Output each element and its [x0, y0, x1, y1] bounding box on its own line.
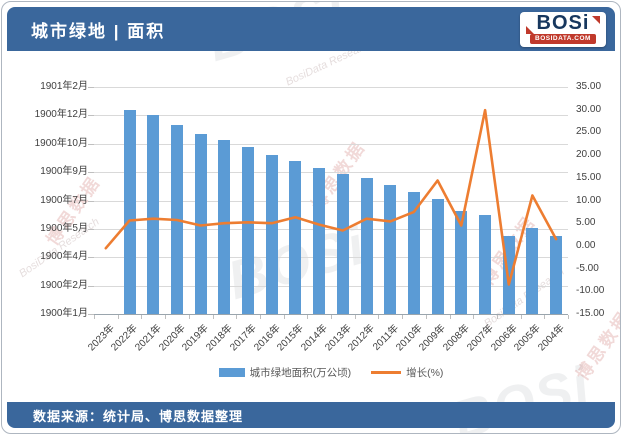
legend-line-swatch: [371, 371, 402, 374]
bar: [360, 177, 373, 314]
header-bar: 城市绿地 | 面积 BOSi BOSIDATA.COM: [7, 7, 615, 51]
footer-bar: 数据来源：统计局、博思数据整理: [7, 402, 615, 428]
y2-axis-label: 20.00: [576, 149, 602, 161]
bar: [265, 154, 278, 314]
y2-axis-label: 30.00: [576, 103, 602, 115]
axis-tick: [212, 315, 214, 319]
y2-axis-label: 0.00: [576, 239, 596, 251]
gridline: [94, 172, 568, 174]
gridline: [94, 200, 568, 202]
y-axis-label: 1900年12月: [34, 109, 88, 121]
axis-tick: [236, 315, 238, 319]
axis-tick: [188, 315, 190, 319]
axis-tick: [88, 200, 94, 202]
axis-tick: [331, 315, 332, 319]
bar: [289, 161, 302, 314]
legend-item: 城市绿地面积(万公顷): [218, 365, 352, 380]
legend-bar-swatch: [218, 368, 245, 377]
axis-tick: [473, 315, 475, 319]
axis-tick: [520, 315, 522, 319]
page-title: 城市绿地 | 面积: [31, 21, 166, 41]
y-axis-label: 1900年9月: [40, 166, 88, 178]
y-axis-label: 1900年7月: [40, 194, 88, 206]
gridline: [94, 257, 568, 259]
y2-axis-label: 10.00: [576, 194, 602, 206]
bar: [526, 228, 539, 314]
axis-tick: [449, 315, 451, 319]
bosi-logo: BOSi BOSIDATA.COM: [520, 12, 606, 47]
y-axis-label: 1900年1月: [40, 308, 88, 319]
bar: [242, 147, 255, 314]
bar: [384, 185, 397, 314]
axis-tick: [88, 257, 94, 259]
logo-accent-icon: [526, 26, 534, 34]
y2-axis-label: -15.00: [576, 308, 605, 319]
legend-label: 城市绿地面积(万公顷): [249, 367, 352, 379]
legend-item: 增长(%): [371, 365, 443, 380]
logo-wordmark: BOSi: [536, 12, 590, 34]
logo-domain: BOSIDATA.COM: [530, 34, 596, 44]
y-axis-label: 1900年4月: [40, 251, 88, 263]
axis-tick: [88, 172, 94, 174]
bar: [147, 115, 160, 314]
gridline: [94, 115, 568, 117]
axis-tick: [283, 315, 285, 319]
y-axis-label: 1900年10月: [34, 137, 88, 149]
gridline: [94, 228, 568, 230]
gridline: [94, 87, 568, 88]
axis-tick: [117, 315, 119, 319]
axis-tick: [568, 315, 569, 319]
bar: [431, 199, 444, 314]
axis-tick: [88, 314, 94, 315]
axis-tick: [307, 315, 309, 319]
axis-tick: [354, 315, 356, 319]
axis-tick: [544, 315, 546, 319]
bar: [550, 235, 563, 314]
axis-tick: [88, 115, 94, 117]
axis-tick: [496, 315, 498, 319]
axis-tick: [141, 315, 143, 319]
logo-accent-icon: [592, 16, 600, 24]
legend-label: 增长(%): [406, 367, 444, 379]
y2-axis-label: -10.00: [576, 285, 605, 297]
growth-line: [104, 108, 558, 286]
axis-tick: [165, 315, 167, 319]
axis-tick: [425, 315, 427, 319]
y-axis-label: 1900年5月: [40, 222, 88, 234]
chart-legend: 城市绿地面积(万公顷) 增长(%): [94, 365, 568, 380]
bar: [313, 167, 326, 314]
axis-tick: [88, 228, 94, 230]
y2-axis-label: 5.00: [576, 217, 596, 229]
y2-axis-label: 15.00: [576, 171, 602, 183]
axis-tick: [88, 285, 94, 287]
axis-tick: [378, 315, 380, 319]
bar: [336, 173, 349, 314]
y-axis-label: 1901年2月: [40, 81, 88, 92]
bar: [455, 211, 468, 314]
bar: [407, 191, 420, 314]
gridline: [94, 314, 568, 315]
bar: [194, 133, 207, 314]
axis-tick: [88, 87, 94, 88]
axis-tick: [94, 315, 95, 319]
data-source-text: 数据来源：统计局、博思数据整理: [33, 408, 244, 424]
axis-tick: [259, 315, 261, 319]
y-axis-label: 1900年2月: [40, 279, 88, 291]
y2-axis-label: 35.00: [576, 81, 602, 92]
bar: [218, 139, 231, 314]
bar: [123, 110, 136, 314]
axis-tick: [88, 143, 94, 145]
gridline: [94, 143, 568, 145]
gridline: [94, 285, 568, 287]
y2-axis-label: 25.00: [576, 126, 602, 138]
axis-tick: [402, 315, 404, 319]
x-axis-label: 2004年: [536, 322, 567, 354]
y2-axis-label: -5.00: [576, 262, 599, 274]
bar: [479, 214, 492, 314]
